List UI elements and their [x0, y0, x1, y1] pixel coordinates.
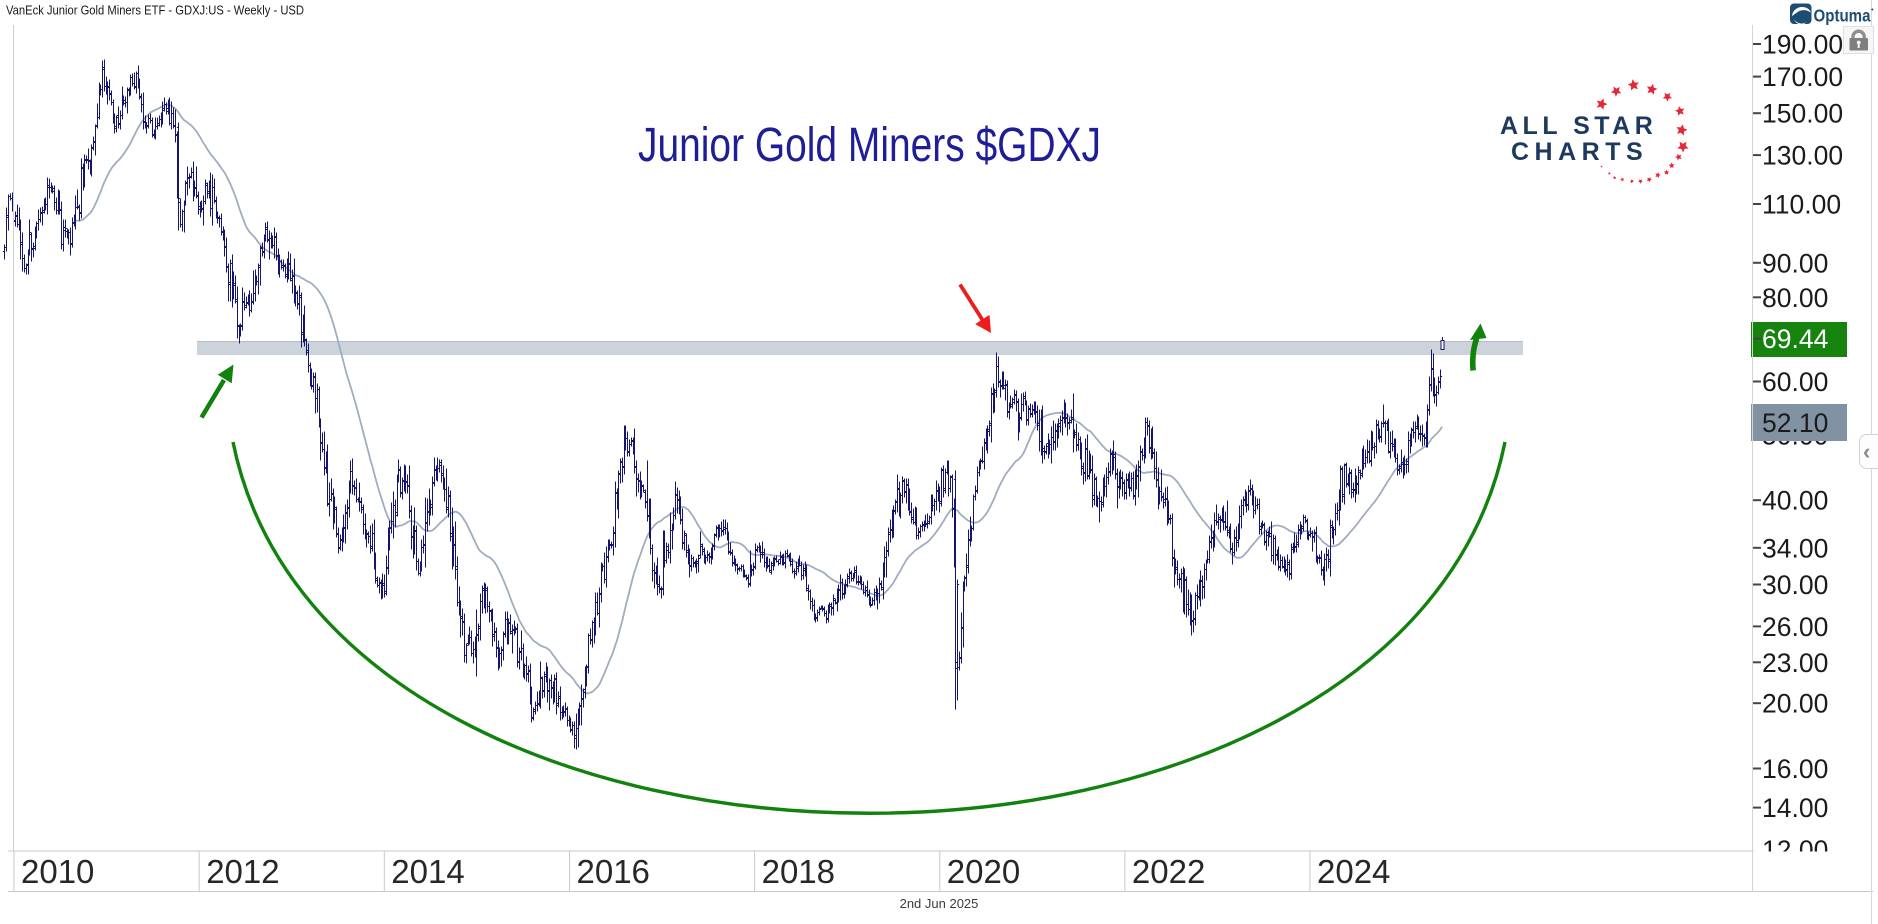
svg-text:23.00: 23.00: [1762, 648, 1828, 678]
svg-text:ALL STAR: ALL STAR: [1500, 112, 1657, 140]
svg-text:40.00: 40.00: [1762, 486, 1828, 516]
svg-text:30.00: 30.00: [1762, 570, 1828, 600]
svg-text:2nd Jun 2025: 2nd Jun 2025: [900, 896, 979, 911]
svg-text:2022: 2022: [1132, 853, 1205, 890]
svg-text:110.00: 110.00: [1762, 190, 1841, 220]
svg-text:2014: 2014: [391, 853, 464, 890]
svg-text:170.00: 170.00: [1762, 62, 1843, 92]
svg-text:Optuma: Optuma: [1814, 6, 1871, 26]
svg-text:34.00: 34.00: [1762, 533, 1828, 563]
svg-text:150.00: 150.00: [1762, 99, 1843, 129]
svg-text:2010: 2010: [21, 853, 94, 890]
svg-text:90.00: 90.00: [1762, 248, 1828, 278]
svg-text:Junior Gold Miners $GDXJ: Junior Gold Miners $GDXJ: [638, 119, 1101, 172]
svg-text:69.44: 69.44: [1762, 324, 1828, 354]
svg-text:20.00: 20.00: [1762, 689, 1828, 719]
svg-text:2018: 2018: [762, 853, 835, 890]
svg-text:2012: 2012: [206, 853, 279, 890]
svg-text:26.00: 26.00: [1762, 612, 1828, 642]
svg-text:VanEck Junior Gold Miners ETF: VanEck Junior Gold Miners ETF - GDXJ:US …: [6, 3, 304, 18]
svg-text:60.00: 60.00: [1762, 367, 1828, 397]
svg-text:52.10: 52.10: [1762, 408, 1828, 438]
svg-text:2016: 2016: [577, 853, 650, 890]
svg-text:130.00: 130.00: [1762, 141, 1843, 171]
svg-text:14.00: 14.00: [1762, 793, 1828, 823]
svg-text:190.00: 190.00: [1762, 30, 1843, 60]
svg-text:CHARTS: CHARTS: [1511, 138, 1648, 166]
svg-text:16.00: 16.00: [1762, 754, 1828, 784]
svg-text:2024: 2024: [1317, 853, 1390, 890]
svg-text:2020: 2020: [947, 853, 1020, 890]
svg-text:80.00: 80.00: [1762, 283, 1828, 313]
svg-text:‹: ‹: [1863, 439, 1870, 464]
svg-text:12.00: 12.00: [1762, 835, 1828, 865]
